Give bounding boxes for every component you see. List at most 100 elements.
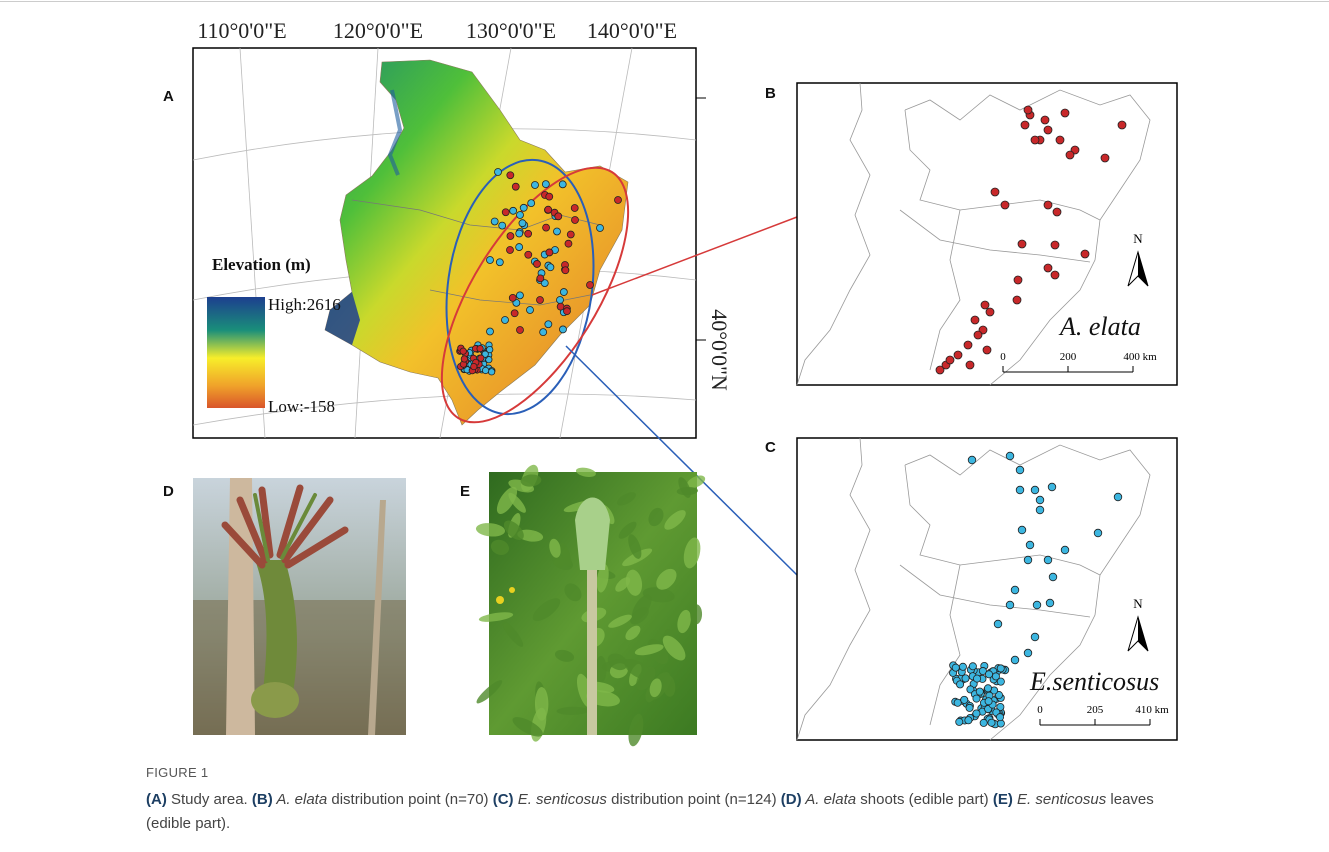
longitude-label: 120°0'0"E: [333, 18, 423, 43]
point: [507, 172, 514, 179]
point: [555, 213, 562, 220]
point: [560, 289, 567, 296]
point: [471, 363, 477, 369]
point: [491, 218, 498, 225]
point: [986, 308, 994, 316]
page: {"figure": { "panels": { "A": {"label": …: [0, 0, 1329, 852]
point: [1006, 452, 1014, 460]
point: [954, 351, 962, 359]
point: [1051, 271, 1059, 279]
caption-segment: (A): [146, 791, 167, 808]
point: [615, 197, 622, 204]
species-label: A. elata: [1058, 312, 1141, 341]
photo-shoots: [193, 478, 406, 735]
point: [954, 699, 961, 706]
point: [562, 267, 569, 274]
point: [984, 685, 991, 692]
caption-segment: distribution point (n=124): [607, 791, 781, 808]
longitude-label: 110°0'0"E: [197, 18, 286, 43]
point: [507, 233, 514, 240]
latitude-label: 40°0'0"N: [707, 309, 732, 391]
point: [1011, 586, 1019, 594]
point: [507, 247, 514, 254]
point: [952, 664, 959, 671]
figure: A 110°0'0"E 120°0'0"E 130°0'0"E 140°0'0"…: [0, 0, 1329, 760]
point: [546, 193, 553, 200]
point: [983, 346, 991, 354]
point: [563, 308, 570, 315]
caption-segment: E. senticosus: [514, 791, 607, 808]
point: [1031, 136, 1039, 144]
point: [965, 717, 972, 724]
point: [997, 665, 1004, 672]
point: [533, 260, 540, 267]
point: [1061, 109, 1069, 117]
point: [512, 183, 519, 190]
point: [974, 331, 982, 339]
point: [1049, 573, 1057, 581]
north-label: N: [1133, 231, 1143, 246]
point: [1101, 154, 1109, 162]
point: [482, 367, 488, 373]
point: [559, 326, 566, 333]
longitude-label: 140°0'0"E: [587, 18, 677, 43]
point: [966, 361, 974, 369]
point: [964, 341, 972, 349]
point: [572, 217, 579, 224]
point: [537, 297, 544, 304]
panel-label: B: [765, 85, 776, 102]
point: [985, 671, 992, 678]
point: [519, 220, 526, 227]
point: [1013, 296, 1021, 304]
scale-label: 400 km: [1123, 351, 1157, 363]
point: [487, 328, 494, 335]
point: [973, 695, 980, 702]
point: [553, 228, 560, 235]
point: [542, 181, 549, 188]
point: [547, 264, 554, 271]
point: [1024, 556, 1032, 564]
point: [980, 719, 987, 726]
point: [520, 204, 527, 211]
point: [1066, 151, 1074, 159]
legend-high: High:2616: [268, 295, 341, 314]
point: [1018, 526, 1026, 534]
point: [516, 292, 523, 299]
point: [1044, 126, 1052, 134]
point: [1016, 486, 1024, 494]
point: [559, 181, 566, 188]
scale-label: 410 km: [1135, 704, 1169, 716]
point: [528, 200, 535, 207]
north-label: N: [1133, 596, 1143, 611]
point: [1046, 599, 1054, 607]
point: [477, 345, 483, 351]
point: [1094, 529, 1102, 537]
point: [973, 675, 980, 682]
figure-label: FIGURE 1: [146, 765, 208, 780]
point: [557, 297, 564, 304]
point: [1044, 556, 1052, 564]
scale-label: 0: [1037, 704, 1043, 716]
caption-segment: A. elata: [802, 791, 856, 808]
point: [969, 663, 976, 670]
point: [567, 231, 574, 238]
point: [1006, 601, 1014, 609]
point: [517, 327, 524, 334]
point: [525, 230, 532, 237]
point: [1051, 241, 1059, 249]
point: [991, 188, 999, 196]
point: [1036, 506, 1044, 514]
point: [1114, 493, 1122, 501]
caption-segment: E. senticosus: [1013, 791, 1106, 808]
point: [1011, 656, 1019, 664]
flower: [496, 596, 504, 604]
point: [509, 294, 516, 301]
caption-segment: shoots (edible part): [856, 791, 993, 808]
point: [962, 675, 969, 682]
point: [1014, 276, 1022, 284]
point: [511, 310, 518, 317]
point: [1081, 250, 1089, 258]
panel-label: D: [163, 483, 174, 500]
legend-title: Elevation (m): [212, 255, 311, 274]
point: [1118, 121, 1126, 129]
